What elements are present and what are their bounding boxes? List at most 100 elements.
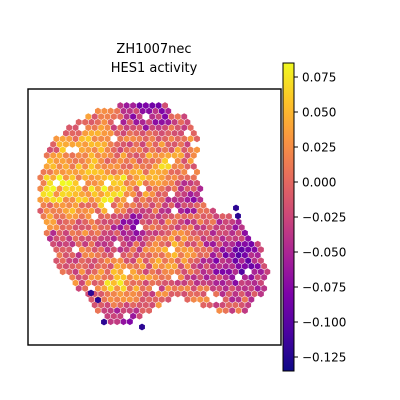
spot-hex: [219, 224, 226, 231]
spot-hex: [165, 251, 172, 259]
spot-hex: [257, 290, 264, 298]
spot-hex: [219, 268, 226, 276]
spot-hex: [91, 201, 98, 209]
spot-hex: [126, 273, 133, 281]
spot-hex: [194, 146, 200, 154]
spot-hex: [194, 290, 200, 298]
spot-hex: [120, 174, 127, 181]
spot-hex: [82, 196, 89, 204]
spot-hex: [40, 212, 47, 220]
spot-hex: [126, 318, 133, 326]
spot-hex: [162, 212, 168, 220]
spot-hex: [107, 140, 114, 148]
spot-hex: [174, 290, 181, 298]
spot-hex: [104, 312, 111, 320]
spot-hex: [139, 196, 146, 204]
spot-hex: [94, 163, 101, 170]
spot-hex: [146, 307, 152, 314]
spot-hex: [91, 235, 98, 242]
spot-hex: [50, 185, 57, 193]
spot-hex: [94, 185, 101, 193]
spot-hex: [146, 107, 152, 115]
spot-hex: [174, 235, 181, 242]
spot-hex: [123, 224, 130, 231]
spot-hex: [197, 296, 204, 303]
spot-hex: [110, 179, 117, 187]
spot-hex: [184, 240, 191, 248]
spot-hex: [43, 152, 50, 159]
spot-hex: [85, 201, 92, 209]
spot-hex: [187, 179, 194, 187]
spot-hex: [98, 268, 105, 276]
spot-hex: [213, 279, 220, 287]
spot-hex: [130, 102, 137, 109]
spot-hex: [110, 124, 117, 132]
spot-hex: [94, 251, 101, 259]
spot-hex: [101, 251, 108, 259]
spot-hex: [98, 246, 105, 254]
colorbar-tick-label: −0.050: [302, 246, 346, 260]
spot-hex: [190, 174, 197, 181]
spot-hex: [126, 285, 133, 292]
spot-hex: [126, 207, 133, 215]
spot-hex: [59, 201, 66, 209]
spot-hex: [203, 240, 210, 248]
spot-hex: [82, 118, 89, 126]
spot-hex: [53, 235, 60, 242]
spot-hex: [82, 229, 89, 237]
spot-hex: [200, 301, 207, 309]
spot-hex: [79, 268, 85, 276]
spot-hex: [184, 273, 191, 281]
spot-hex: [149, 235, 156, 242]
spot-hex: [190, 285, 197, 292]
spot-hex: [254, 285, 261, 292]
spot-hex: [171, 251, 178, 259]
spot-hex: [126, 174, 133, 181]
spot-hex: [149, 157, 156, 165]
spot-hex: [216, 251, 223, 259]
spot-hex: [190, 129, 197, 137]
spot-hex: [91, 146, 98, 154]
spot-hex: [110, 246, 117, 254]
spot-hex: [139, 140, 146, 148]
spot-hex: [123, 235, 130, 242]
spot-hex: [149, 146, 156, 154]
spot-hex: [98, 212, 105, 220]
spot-hex: [155, 279, 162, 287]
spot-hex: [155, 290, 162, 298]
spot-hex: [181, 124, 188, 132]
spot-hex: [63, 240, 69, 248]
spot-hex: [120, 185, 127, 193]
spot-hex: [110, 190, 117, 198]
spot-hex: [40, 168, 47, 176]
spot-hex: [174, 146, 181, 154]
spot-hex: [94, 218, 101, 226]
spot-hex: [206, 235, 213, 242]
spot-hex: [222, 285, 229, 292]
spot-hex: [85, 279, 92, 287]
spot-hex: [139, 207, 146, 215]
spot-hex: [88, 207, 95, 215]
spot-hex: [50, 207, 57, 215]
spot-hex: [139, 251, 146, 259]
spot-hex: [66, 201, 73, 209]
spot-hex: [63, 196, 69, 204]
spot-hex: [165, 207, 172, 215]
spot-hex: [69, 240, 76, 248]
spot-hex: [226, 268, 232, 276]
spot-hex: [136, 135, 143, 143]
spot-hex: [107, 152, 114, 159]
spot-hex: [162, 257, 168, 265]
spot-hex: [66, 224, 73, 231]
spot-hex: [241, 262, 248, 270]
spot-hex: [133, 185, 140, 193]
spot-hex: [181, 235, 188, 242]
spot-hex: [210, 251, 216, 259]
spot-hex: [69, 129, 76, 137]
spot-hex: [232, 279, 239, 287]
spot-hex: [37, 174, 44, 181]
spot-hex: [136, 113, 143, 121]
spot-hex: [181, 190, 188, 198]
spot-hex: [165, 118, 172, 126]
spot-hex: [120, 262, 127, 270]
